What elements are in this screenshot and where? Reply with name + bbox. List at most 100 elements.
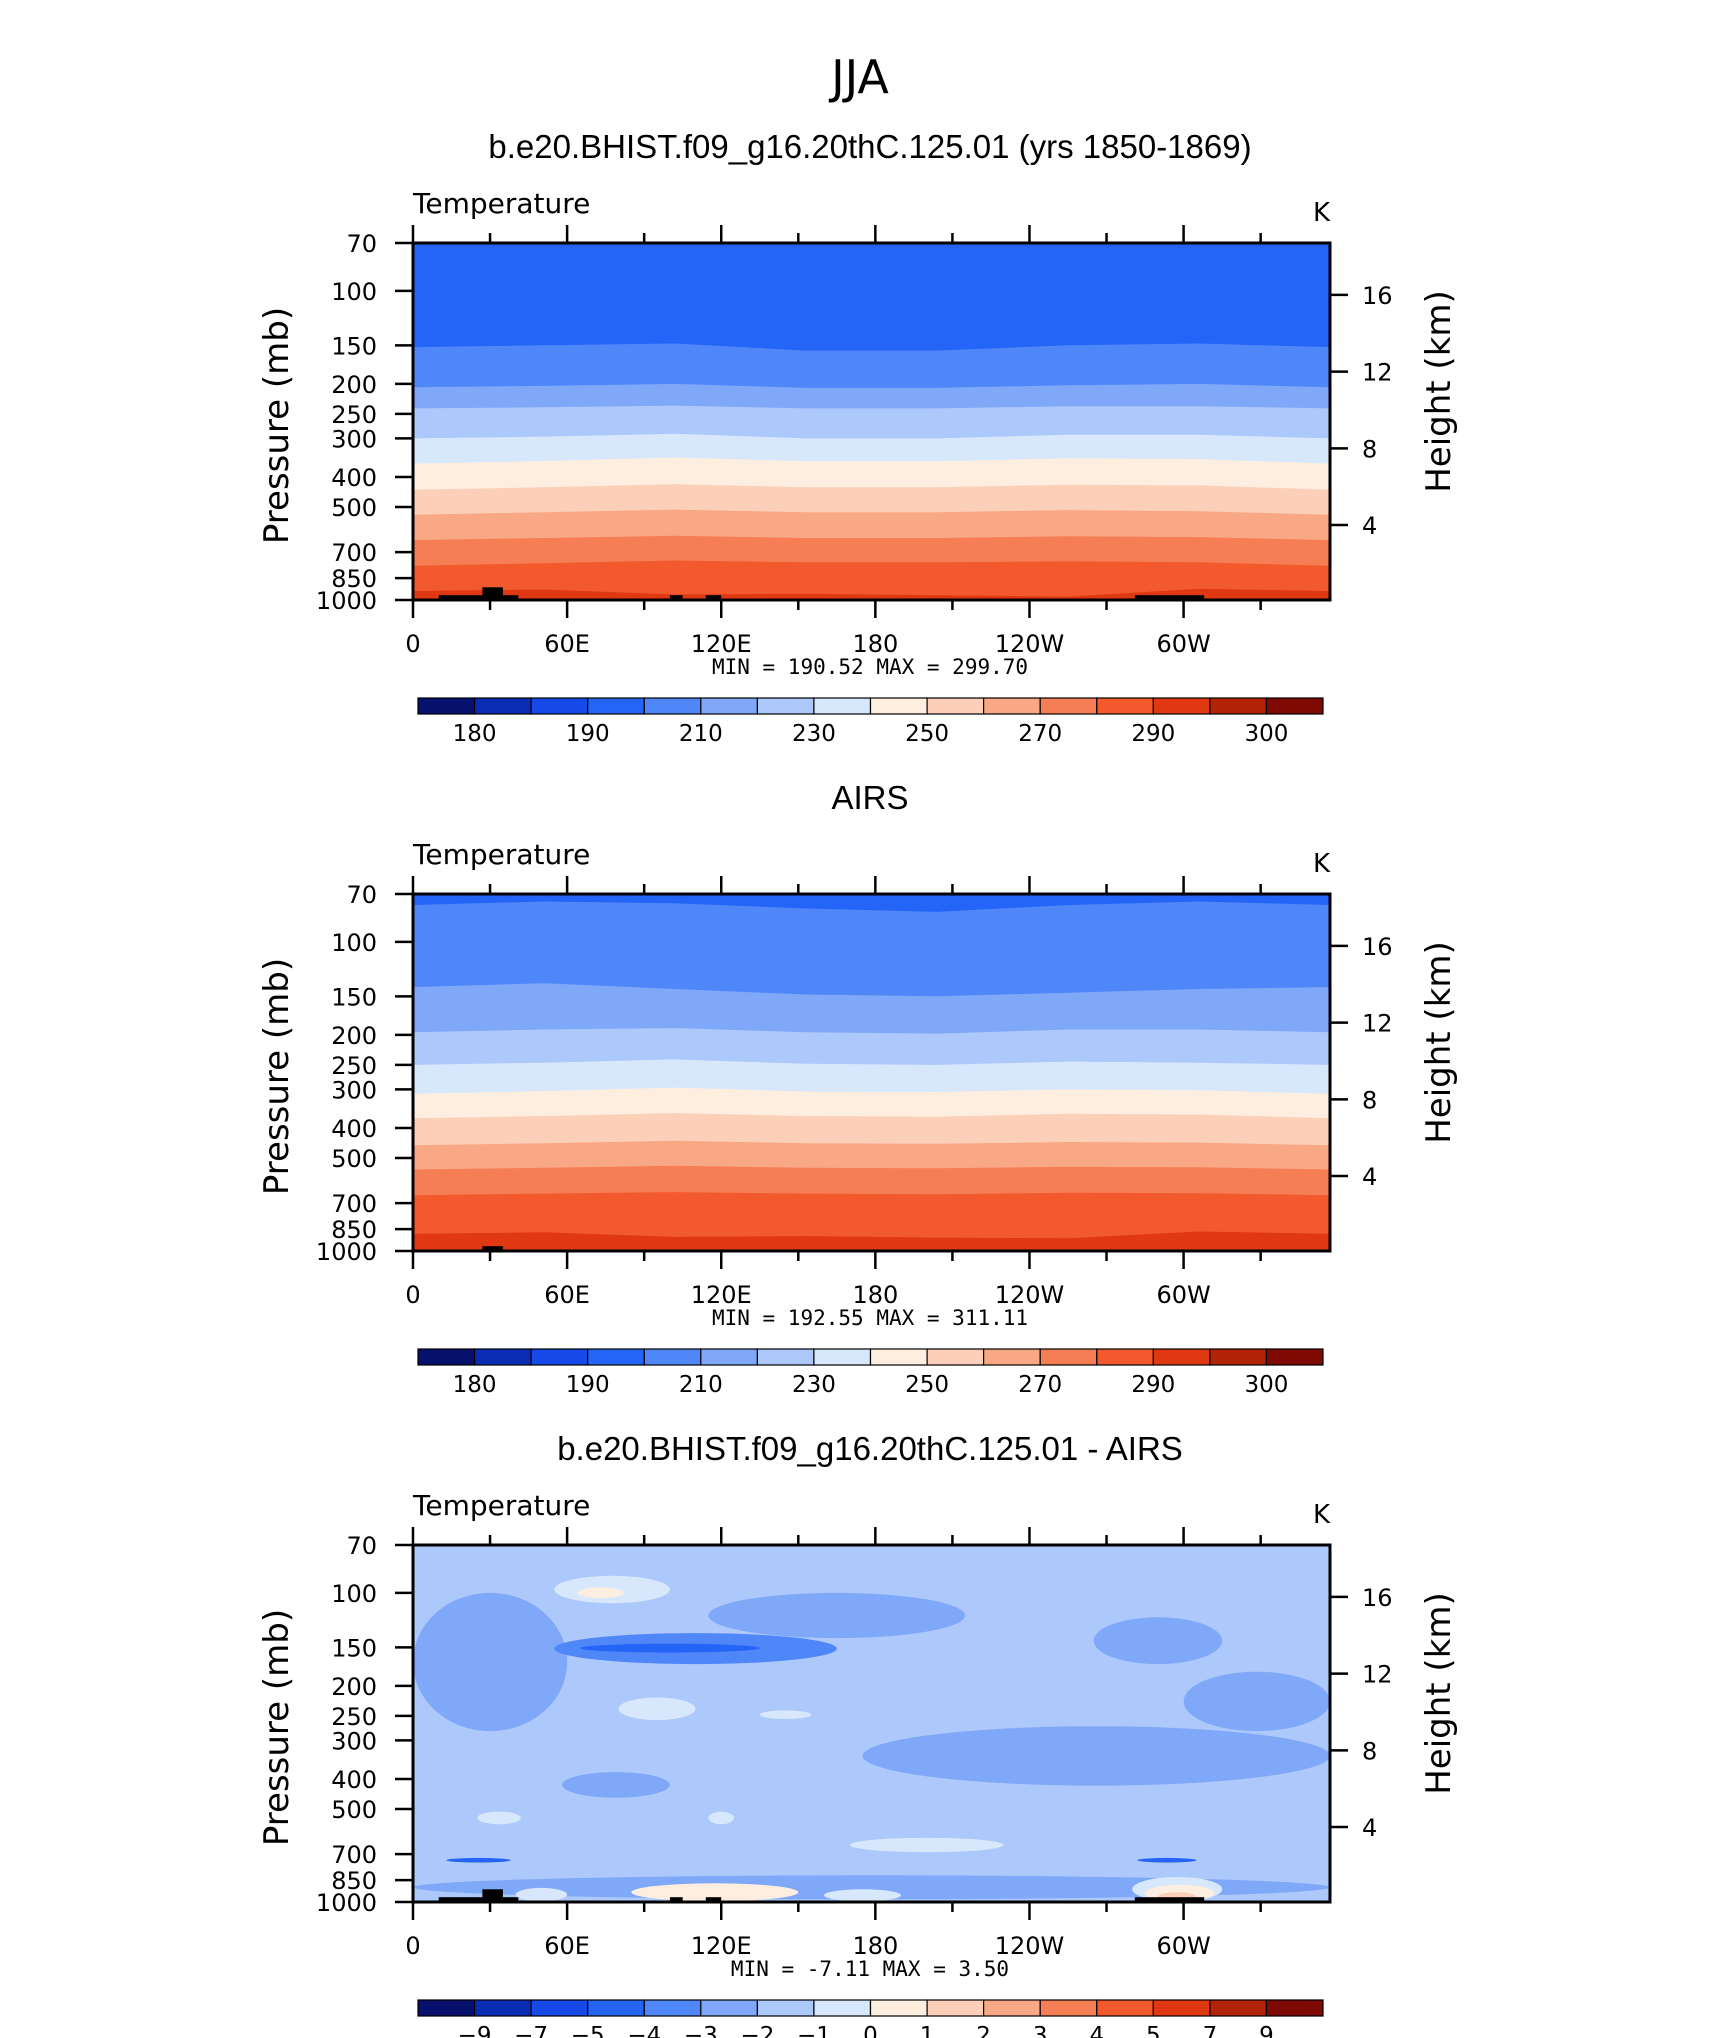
colorbar-box (643, 1999, 702, 2017)
colorbar-label: 230 (792, 721, 836, 747)
panel-left-label: Temperature (412, 1489, 590, 1522)
colorbar-label: −5 (571, 2023, 605, 2038)
y-right-tick-label: 4 (1362, 512, 1377, 540)
x-tick-label: 120W (995, 1281, 1065, 1309)
y-right-tick-label: 8 (1362, 1737, 1377, 1765)
y-tick-label: 1000 (316, 1889, 377, 1917)
y-right-tick-label: 4 (1362, 1163, 1377, 1191)
terrain-mask (482, 1246, 503, 1251)
colorbar-box (926, 1999, 985, 2017)
colorbar-label: 180 (453, 1372, 497, 1398)
y-right-axis-label: Height (km) (1419, 290, 1459, 493)
y-right-tick-label: 12 (1362, 1661, 1393, 1689)
colorbar-box (1039, 697, 1098, 715)
colorbar-label: 270 (1018, 1372, 1062, 1398)
colorbar-box (643, 697, 702, 715)
x-tick-label: 0 (405, 630, 420, 658)
colorbar-label: 230 (792, 1372, 836, 1398)
contour-band (413, 1231, 1330, 1251)
contour-blob (824, 1889, 901, 1902)
colorbar-label: 2 (976, 2023, 991, 2038)
x-tick-label: 60W (1156, 630, 1210, 658)
contour-blob (618, 1697, 696, 1721)
x-tick-label: 0 (405, 1932, 420, 1960)
terrain-mask (502, 595, 519, 600)
colorbar-label: 290 (1131, 721, 1175, 747)
y-right-tick-label: 12 (1362, 359, 1393, 387)
y-tick-label: 850 (331, 1216, 377, 1244)
panel-unit-label: K (1313, 198, 1331, 228)
colorbar-box (643, 1348, 702, 1366)
y-tick-label: 400 (331, 1766, 377, 1794)
plot-frame (411, 241, 1332, 602)
colorbar-label: 5 (1146, 2023, 1161, 2038)
contour-blob (759, 1710, 812, 1719)
x-tick-label: 0 (405, 1281, 420, 1309)
colorbar-box (530, 1999, 589, 2017)
terrain-mask (705, 595, 722, 600)
y-tick-label: 300 (331, 425, 377, 453)
colorbar-label: 210 (679, 721, 723, 747)
chart-panel-1: b.e20.BHIST.f09_g16.20thC.125.01 (yrs 18… (257, 128, 1459, 747)
figure-title: JJA (828, 50, 889, 104)
colorbar-box (1096, 1348, 1155, 1366)
colorbar-box (417, 697, 476, 715)
terrain-mask (482, 1889, 503, 1902)
stats-text: MIN = -7.11 MAX = 3.50 (731, 1957, 1009, 1981)
y-right-tick-label: 8 (1362, 1086, 1377, 1114)
colorbar-box (1152, 1348, 1211, 1366)
colorbar-box (926, 1348, 985, 1366)
y-axis-label: Pressure (mb) (257, 958, 297, 1195)
terrain-mask (502, 1897, 519, 1902)
x-tick-label: 60E (544, 1281, 590, 1309)
x-tick-label: 120E (691, 1281, 752, 1309)
colorbar-box (587, 697, 645, 715)
y-tick-label: 850 (331, 565, 377, 593)
terrain-mask (438, 1897, 483, 1902)
panel-left-label: Temperature (412, 838, 590, 871)
y-tick-label: 1000 (316, 587, 377, 615)
panel-unit-label: K (1313, 1500, 1331, 1530)
contour-blob (631, 1883, 799, 1902)
y-tick-label: 200 (331, 371, 377, 399)
y-tick-label: 300 (331, 1727, 377, 1755)
y-tick-label: 1000 (316, 1238, 377, 1266)
y-tick-label: 150 (331, 1634, 377, 1662)
colorbar-label: 190 (566, 721, 610, 747)
panel-title: b.e20.BHIST.f09_g16.20thC.125.01 (yrs 18… (488, 128, 1251, 165)
contour-blob (1183, 1671, 1330, 1732)
chart-panel-2: AIRS Temperature K 0 60E 120E 180 120W 60W MIN = … (257, 779, 1459, 1398)
contour-blob (708, 1592, 966, 1639)
x-tick-label: 60E (544, 1932, 590, 1960)
colorbar-box (1039, 1348, 1098, 1366)
colorbar-box (1265, 697, 1324, 715)
y-tick-label: 200 (331, 1022, 377, 1050)
colorbar-box (1209, 1999, 1268, 2017)
terrain-mask (1134, 595, 1205, 600)
y-right-tick-label: 8 (1362, 435, 1377, 463)
plot-area (413, 894, 1330, 1251)
contour-blob (413, 1592, 568, 1732)
colorbar-box (1209, 697, 1268, 715)
colorbar-box (1265, 1999, 1324, 2017)
colorbar-box (869, 1999, 928, 2017)
colorbar-box (1096, 697, 1155, 715)
colorbar-label: −1 (797, 2023, 831, 2038)
terrain-mask (669, 595, 683, 600)
y-tick-label: 500 (331, 494, 377, 522)
terrain-mask (705, 1897, 722, 1902)
y-tick-label: 300 (331, 1076, 377, 1104)
y-tick-label: 150 (331, 983, 377, 1011)
colorbar-box (813, 1999, 872, 2017)
colorbar-box (474, 1999, 532, 2017)
colorbar-box (417, 1348, 476, 1366)
chart-panel-3: b.e20.BHIST.f09_g16.20thC.125.01 - AIRS T… (257, 1430, 1459, 2038)
x-tick-label: 120E (691, 630, 752, 658)
colorbar-box (474, 697, 532, 715)
contour-blob (862, 1726, 1330, 1786)
plot-area (413, 1545, 1330, 1902)
panel-left-label: Temperature (412, 187, 590, 220)
terrain-mask (438, 595, 483, 600)
y-right-tick-label: 12 (1362, 1010, 1393, 1038)
y-tick-label: 250 (331, 1052, 377, 1080)
